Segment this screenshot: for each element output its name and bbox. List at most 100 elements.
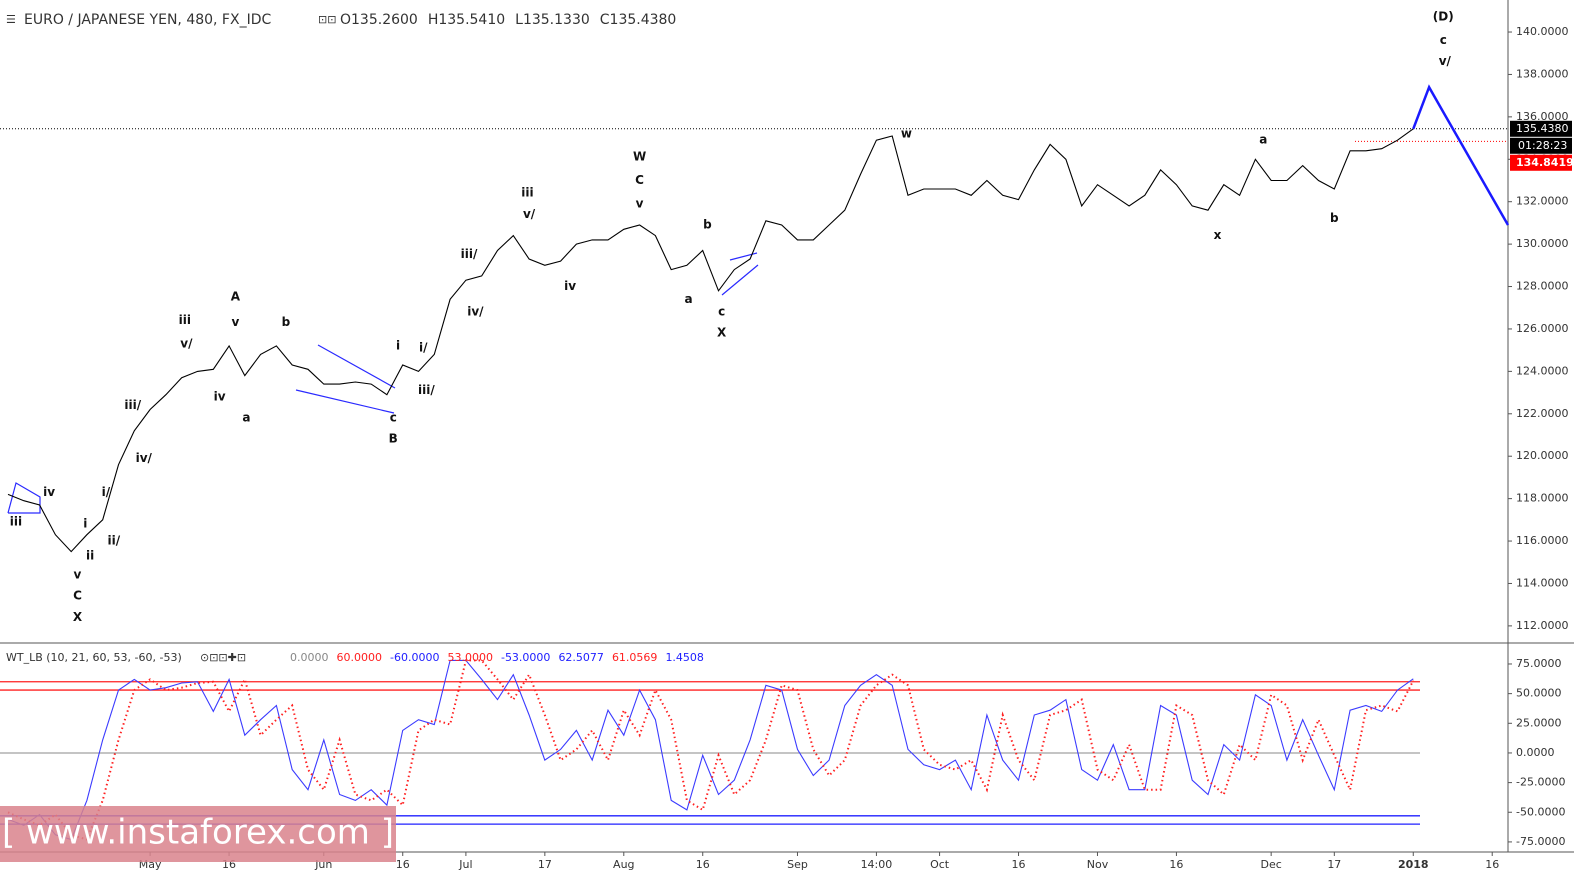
wave-label: iii/ — [418, 383, 435, 397]
y-tick-label: -50.0000 — [1516, 805, 1565, 818]
wave-label: C — [635, 173, 644, 187]
wave-label: i/ — [419, 341, 428, 355]
wave-label: iv/ — [136, 451, 153, 465]
level-label: 134.8419 — [1516, 156, 1574, 169]
x-tick-label: 16 — [396, 858, 410, 871]
wave-label: v/ — [1439, 54, 1452, 68]
indicator-title: WT_LB (10, 21, 60, 53, -60, -53) — [6, 651, 182, 664]
chart-title: EURO / JAPANESE YEN, 480, FX_IDC — [24, 12, 271, 28]
indicator-param: 53.0000 — [447, 651, 493, 664]
x-tick-label: Aug — [613, 858, 634, 871]
wave-label: X — [73, 610, 83, 624]
wave-label: B — [389, 432, 398, 446]
series-line — [1412, 84, 1510, 226]
y-tick-label: 140.0000 — [1516, 25, 1569, 38]
x-tick-label: Jul — [458, 858, 472, 871]
ohlc-value: L135.1330 — [515, 12, 590, 28]
wave-label: iv — [43, 485, 55, 499]
y-tick-label: 138.0000 — [1516, 67, 1569, 80]
wave-label: iv/ — [467, 304, 484, 318]
wedge-drawings — [7, 252, 759, 514]
indicator-readout: 62.5077 — [558, 651, 604, 664]
x-tick-label: 16 — [1012, 858, 1026, 871]
indicator-param: 0.0000 — [290, 651, 329, 664]
wave-label: w — [901, 126, 912, 140]
triangle — [7, 482, 41, 514]
y-tick-label: 118.0000 — [1516, 492, 1569, 505]
x-tick-label: 16 — [1169, 858, 1183, 871]
wave-label: X — [717, 326, 727, 340]
wave-label: v — [74, 567, 82, 581]
series-line — [7, 128, 1414, 553]
x-tick-label: Sep — [787, 858, 808, 871]
watermark-box — [0, 806, 396, 862]
last-price-label: 135.4380 — [1516, 122, 1569, 135]
wave-label: A — [231, 290, 241, 304]
wave-label: i/ — [102, 485, 111, 499]
y-tick-label: 126.0000 — [1516, 322, 1569, 335]
y-tick-label: 25.0000 — [1516, 716, 1562, 729]
wave-label: ii — [86, 548, 94, 562]
x-tick-label: 14:00 — [861, 858, 893, 871]
x-tick-label: 17 — [538, 858, 552, 871]
wave-label: v/ — [180, 336, 193, 350]
wave-label: v/ — [523, 207, 536, 221]
y-tick-label: 136.0000 — [1516, 110, 1569, 123]
settings-icons: ⊡⊡ — [318, 13, 336, 26]
wave-label: c — [718, 304, 725, 318]
level-box — [1510, 154, 1572, 171]
indicator-icons: ⊙⊡⊡✚⊡ — [200, 651, 246, 664]
wave-label: c — [1440, 33, 1447, 47]
countdown-label: 01:28:23 — [1518, 139, 1567, 152]
wave-label: a — [684, 292, 692, 306]
menu-icon[interactable]: ☰ — [6, 13, 16, 26]
y-tick-label: 120.0000 — [1516, 449, 1569, 462]
wave-label: i — [396, 338, 400, 352]
wave-label: C — [73, 589, 82, 603]
x-tick-label: 16 — [696, 858, 710, 871]
wave-label: W — [633, 150, 646, 164]
wave-label: a — [242, 411, 250, 425]
wave-label: i — [83, 517, 87, 531]
y-tick-label: 122.0000 — [1516, 407, 1569, 420]
wedge-top — [317, 344, 396, 389]
watermark: [ www.instaforex.com ] — [2, 813, 394, 853]
wave-label: v — [231, 315, 239, 329]
indicator-readout: 61.0569 — [612, 651, 658, 664]
y-tick-label: 0.0000 — [1516, 746, 1555, 759]
x-tick-label: 16 — [1485, 858, 1499, 871]
wave-label: iii — [179, 313, 191, 327]
wave-label: c — [390, 411, 397, 425]
wave-label: x — [1214, 228, 1222, 242]
indicator-param: 60.0000 — [337, 651, 383, 664]
x-tick-label: Dec — [1261, 858, 1282, 871]
wave-label: v — [636, 196, 644, 210]
channel-bottom — [721, 264, 759, 296]
y-tick-label: 130.0000 — [1516, 237, 1569, 250]
wave-label: (D) — [1433, 10, 1454, 24]
wave-label: iii — [521, 186, 533, 200]
series-line — [7, 659, 1414, 841]
last-price-box — [1510, 120, 1572, 137]
wave-label: b — [703, 218, 712, 232]
wave-label: iv — [564, 279, 576, 293]
wave-label: iii/ — [124, 398, 141, 412]
y-tick-label: 75.0000 — [1516, 657, 1562, 670]
indicator-param: -53.0000 — [501, 651, 550, 664]
x-tick-label: Oct — [930, 858, 950, 871]
ohlc-value: H135.5410 — [428, 12, 505, 28]
series-line — [7, 659, 1415, 841]
wave-label: a — [1259, 133, 1267, 147]
y-tick-label: -75.0000 — [1516, 835, 1565, 848]
y-tick-label: 132.0000 — [1516, 195, 1569, 208]
wave-label: ii/ — [107, 534, 120, 548]
wave-label: b — [282, 315, 291, 329]
y-tick-label: 112.0000 — [1516, 619, 1569, 632]
wave-label: iv — [214, 389, 226, 403]
ohlc-value: O135.2600 — [340, 12, 418, 28]
wave-label: iii — [10, 514, 22, 528]
ohlc-value: C135.4380 — [600, 12, 677, 28]
y-tick-label: 50.0000 — [1516, 687, 1562, 700]
wave-label: b — [1330, 211, 1339, 225]
